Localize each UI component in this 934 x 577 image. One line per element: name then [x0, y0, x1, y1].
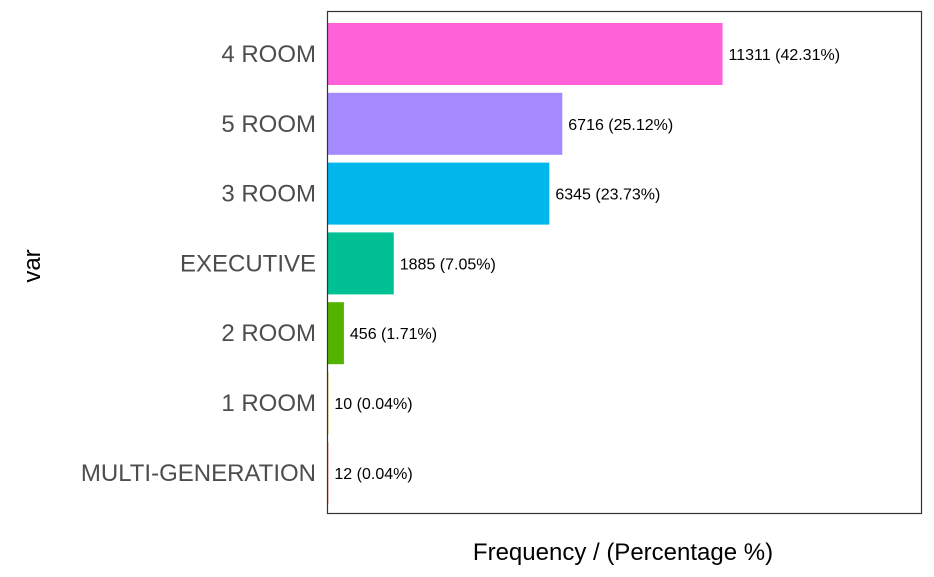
- data-label-3-room: 6345 (23.73%): [555, 187, 660, 204]
- plot-panel-border: [326, 10, 923, 515]
- data-label-executive: 1885 (7.05%): [400, 256, 496, 273]
- bar-4-room: [328, 23, 723, 85]
- category-labels: 4 ROOM 5 ROOM 3 ROOM EXECUTIVE 2 ROOM 1 ROOM M…: [81, 41, 316, 487]
- data-label-5-room: 6716 (25.12%): [568, 117, 673, 134]
- category-label-1-room: 1 ROOM: [221, 390, 316, 417]
- data-label-multi-generation: 12 (0.04%): [334, 466, 412, 483]
- x-axis-title: Frequency / (Percentage %): [473, 539, 773, 566]
- bar-executive: [328, 232, 394, 295]
- data-label-2-room: 456 (1.71%): [350, 326, 437, 343]
- category-label-3-room: 3 ROOM: [221, 181, 316, 208]
- bar-2-room: [328, 302, 344, 365]
- data-labels: 11311 (42.31%) 6716 (25.12%) 6345 (23.73%)…: [334, 47, 840, 483]
- data-label-1-room: 10 (0.04%): [334, 396, 412, 413]
- category-label-2-room: 2 ROOM: [221, 320, 316, 347]
- bar-5-room: [328, 92, 563, 155]
- category-label-5-room: 5 ROOM: [221, 111, 316, 138]
- bar-3-room: [328, 162, 550, 225]
- data-label-4-room: 11311 (42.31%): [729, 47, 840, 64]
- category-label-4-room: 4 ROOM: [221, 41, 316, 68]
- bars: [328, 23, 723, 504]
- y-axis-title: var: [19, 249, 46, 282]
- category-label-executive: EXECUTIVE: [180, 250, 316, 277]
- category-label-multi-generation: MULTI-GENERATION: [81, 460, 316, 487]
